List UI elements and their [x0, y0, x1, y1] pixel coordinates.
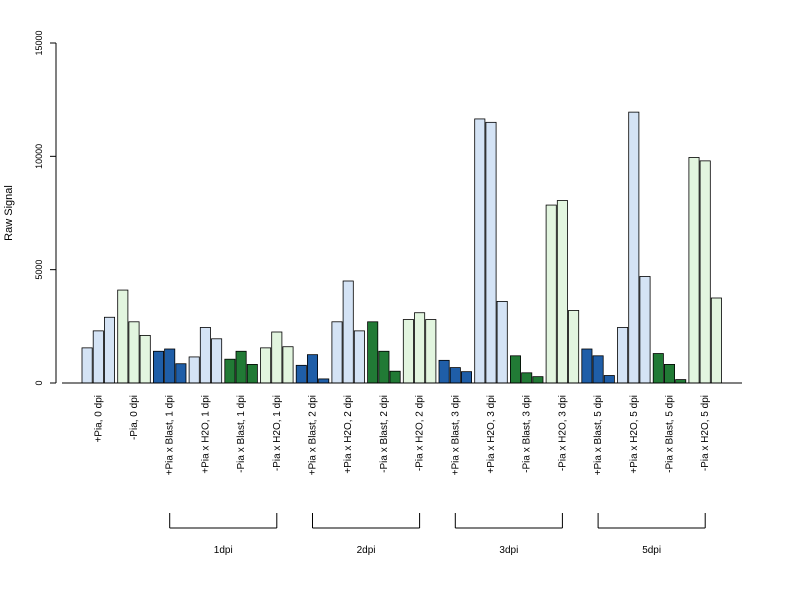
- category-label: -Pia x Blast, 5 dpi: [665, 395, 676, 473]
- bar: [532, 376, 544, 384]
- group-label: 1dpi: [214, 545, 233, 556]
- bar: [175, 363, 187, 384]
- bar: [664, 364, 676, 384]
- bars-layer: [81, 111, 722, 384]
- bar: [164, 348, 176, 384]
- category-label: -Pia x H2O, 3 dpi: [557, 395, 568, 471]
- category-label: +Pia x Blast, 3 dpi: [450, 395, 461, 475]
- category-label: +Pia x H2O, 2 dpi: [343, 395, 354, 474]
- bar: [378, 350, 390, 384]
- bar: [699, 160, 711, 384]
- bar: [628, 111, 640, 384]
- bar: [474, 118, 486, 384]
- bar: [367, 321, 379, 384]
- bar: [688, 157, 700, 384]
- bar: [521, 372, 533, 384]
- bar: [224, 358, 236, 384]
- category-label: +Pia, 0 dpi: [93, 395, 104, 443]
- bar: [81, 347, 93, 384]
- y-axis-label: Raw Signal: [3, 185, 15, 241]
- y-axis: 0 5000 10000 15000: [34, 30, 57, 386]
- y-tick-label: 5000: [34, 260, 44, 280]
- bar: [675, 379, 687, 384]
- category-label: +Pia x H2O, 3 dpi: [486, 395, 497, 474]
- bar: [117, 289, 129, 384]
- bar: [556, 200, 568, 384]
- bar: [306, 354, 318, 384]
- bar: [449, 367, 461, 384]
- bar: [271, 331, 283, 384]
- bar: [509, 355, 521, 384]
- category-label: -Pia x H2O, 5 dpi: [700, 395, 711, 471]
- bar: [617, 327, 629, 384]
- category-label: -Pia x H2O, 2 dpi: [415, 395, 426, 471]
- bar: [331, 321, 343, 384]
- bar: [282, 346, 294, 384]
- group-label: 3dpi: [499, 545, 518, 556]
- y-tick-label: 10000: [34, 144, 44, 169]
- bar: [592, 355, 604, 384]
- category-label: -Pia, 0 dpi: [129, 395, 140, 440]
- category-label: -Pia x Blast, 3 dpi: [522, 395, 533, 473]
- bar: [211, 338, 223, 384]
- bar: [139, 334, 151, 384]
- bar: [652, 353, 664, 384]
- bar: [246, 364, 258, 384]
- bar: [199, 327, 211, 384]
- bar: [425, 319, 437, 384]
- group-label: 2dpi: [357, 545, 376, 556]
- bar: [639, 276, 651, 384]
- bar: [485, 121, 497, 384]
- group-label: 5dpi: [642, 545, 661, 556]
- category-label: +Pia x Blast, 2 dpi: [308, 395, 319, 475]
- bar: [342, 280, 354, 384]
- bar: [128, 321, 140, 384]
- category-label: -Pia x H2O, 1 dpi: [272, 395, 283, 471]
- category-label: -Pia x Blast, 2 dpi: [379, 395, 390, 473]
- group-brackets: 1dpi 2dpi 3dpi 5dpi: [169, 513, 706, 556]
- category-label: +Pia x H2O, 1 dpi: [200, 395, 211, 474]
- bar: [318, 378, 330, 384]
- bar: [402, 319, 414, 384]
- category-label: +Pia x Blast, 1 dpi: [165, 395, 176, 475]
- bar: [414, 312, 426, 384]
- bar: [235, 350, 247, 384]
- bar: [188, 356, 200, 384]
- bar: [460, 371, 472, 384]
- bar: [438, 359, 450, 384]
- bar: [389, 370, 401, 384]
- category-label: -Pia x Blast, 1 dpi: [236, 395, 247, 473]
- bar: [295, 364, 307, 384]
- bar: [152, 350, 164, 384]
- category-label: +Pia x Blast, 5 dpi: [593, 395, 604, 475]
- bar: [104, 316, 116, 384]
- bar: [710, 297, 722, 384]
- bar: [568, 310, 580, 384]
- bar: [581, 348, 593, 384]
- bar: [496, 300, 508, 384]
- bar: [260, 347, 272, 384]
- bar: [92, 330, 104, 384]
- category-label: +Pia x H2O, 5 dpi: [629, 395, 640, 474]
- bar: [603, 375, 615, 384]
- y-tick-label: 15000: [34, 30, 44, 55]
- bar: [545, 204, 557, 384]
- y-tick-label: 0: [34, 380, 44, 385]
- category-labels: +Pia, 0 dpi -Pia, 0 dpi +Pia x Blast, 1 dp…: [93, 395, 711, 475]
- bar: [353, 330, 365, 384]
